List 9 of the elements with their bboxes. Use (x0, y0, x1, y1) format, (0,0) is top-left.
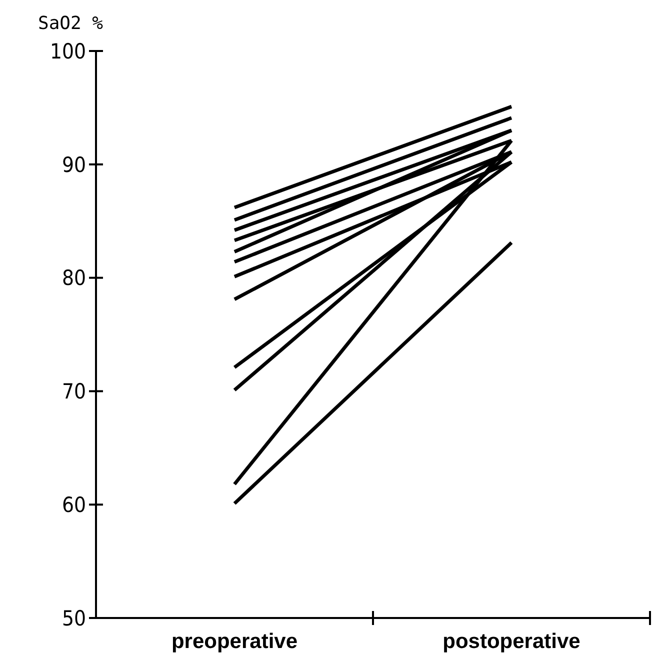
y-tick-label: 90 (62, 152, 86, 177)
x-tick-label: postoperative (442, 630, 580, 653)
y-tick-label: 100 (50, 39, 86, 64)
y-axis-title: SaO2 % (38, 13, 104, 34)
y-tick-label: 60 (62, 492, 86, 517)
y-tick-label: 50 (62, 606, 86, 630)
x-tick-label: preoperative (171, 630, 298, 653)
y-tick-label: 70 (62, 380, 86, 404)
y-tick-label: 80 (62, 266, 86, 290)
